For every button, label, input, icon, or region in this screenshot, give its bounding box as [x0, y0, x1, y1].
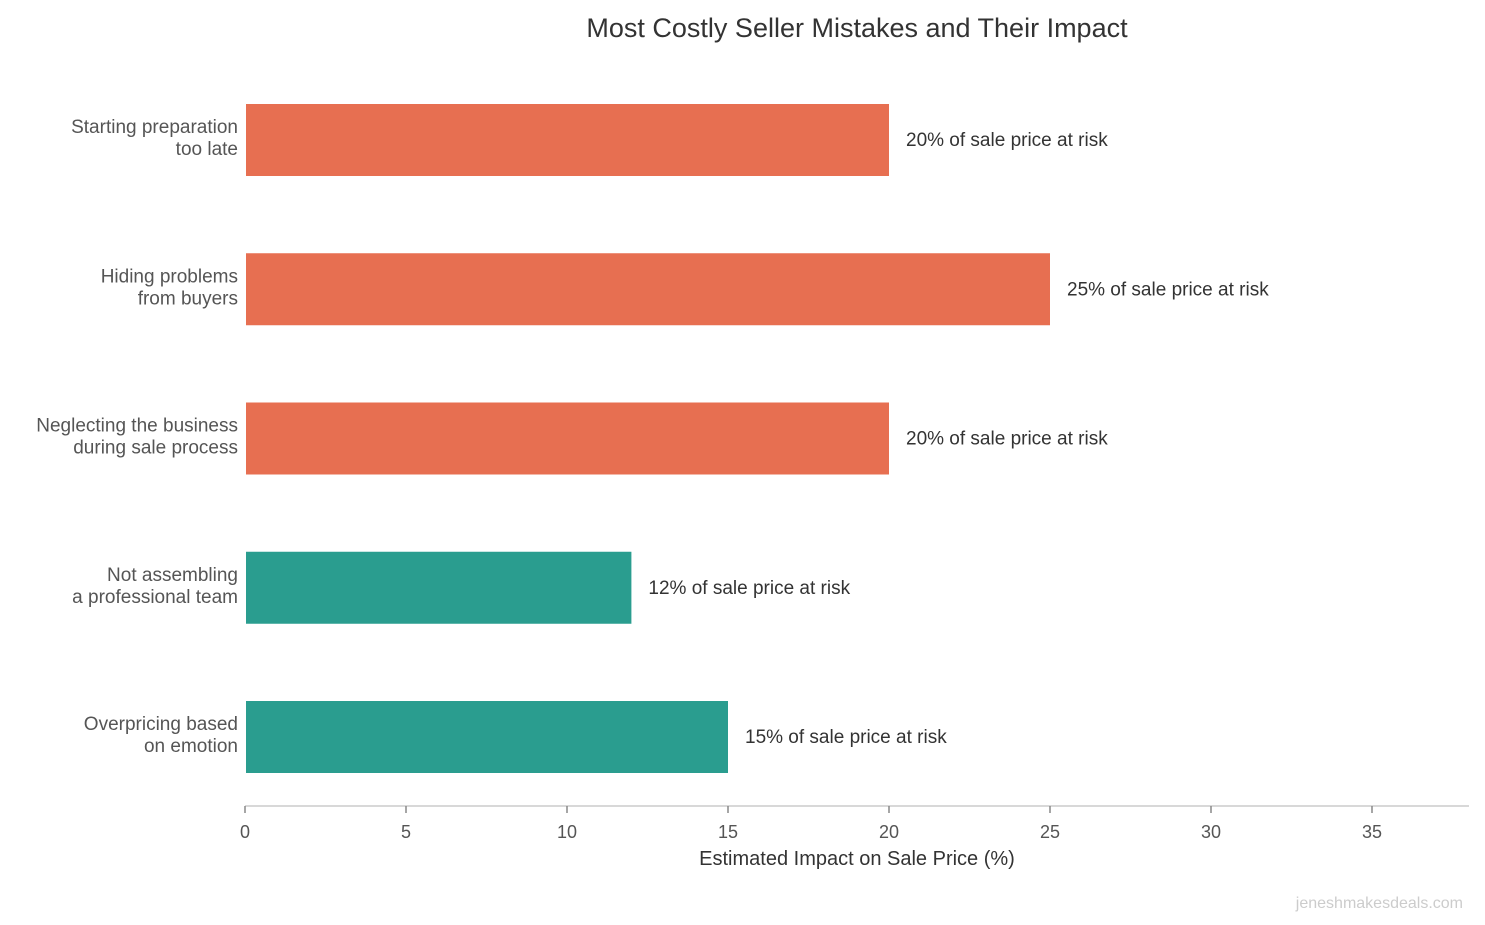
- bar: [246, 402, 889, 475]
- y-tick-label: Not assembling: [107, 565, 238, 586]
- x-axis-label: Estimated Impact on Sale Price (%): [699, 848, 1015, 870]
- y-tick-label: a professional team: [72, 587, 238, 608]
- data-label: 12% of sale price at risk: [648, 578, 850, 599]
- y-tick-label: during sale process: [73, 438, 238, 459]
- x-tick-label: 20: [879, 822, 899, 842]
- x-tick-label: 10: [557, 822, 577, 842]
- y-tick-label: on emotion: [144, 736, 238, 757]
- bar: [246, 701, 728, 773]
- data-label: 20% of sale price at risk: [906, 130, 1108, 151]
- y-tick-label: from buyers: [138, 288, 238, 309]
- chart-title: Most Costly Seller Mistakes and Their Im…: [586, 13, 1128, 43]
- y-tick-label: Hiding problems: [101, 266, 238, 287]
- x-tick-label: 5: [401, 822, 411, 842]
- y-tick-label: Neglecting the business: [36, 416, 238, 437]
- x-tick-label: 0: [240, 822, 250, 842]
- x-tick-label: 35: [1362, 822, 1382, 842]
- data-label: 20% of sale price at risk: [906, 429, 1108, 450]
- x-tick-label: 25: [1040, 822, 1060, 842]
- data-label: 25% of sale price at risk: [1067, 279, 1269, 300]
- x-tick-label: 15: [718, 822, 738, 842]
- bar: [246, 104, 889, 176]
- watermark: jeneshmakesdeals.com: [1295, 895, 1463, 912]
- data-label: 15% of sale price at risk: [745, 727, 947, 748]
- bar: [246, 253, 1050, 326]
- y-tick-label: Overpricing based: [84, 714, 238, 735]
- y-tick-label: Starting preparation: [71, 117, 238, 138]
- bar: [246, 551, 632, 624]
- y-tick-label: too late: [176, 139, 238, 160]
- x-tick-label: 30: [1201, 822, 1221, 842]
